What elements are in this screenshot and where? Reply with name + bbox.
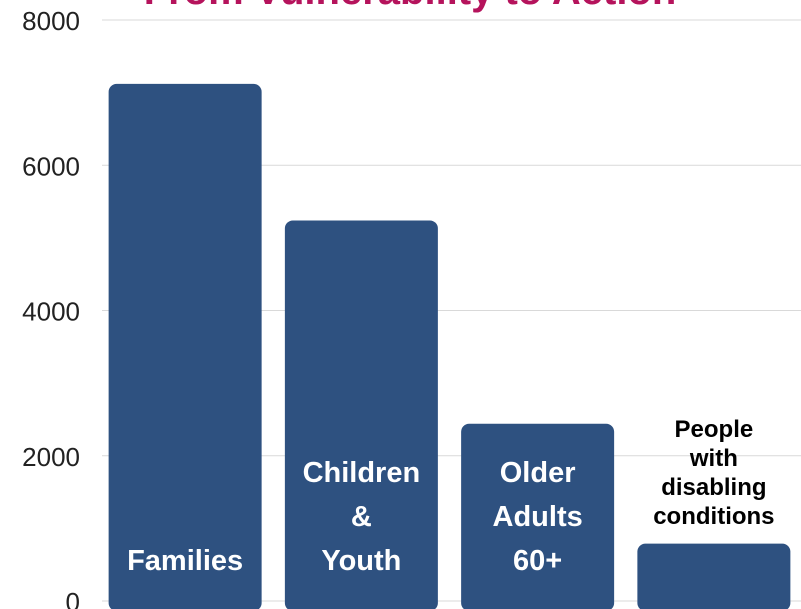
- y-axis-ticks: 0 2000 4000 6000 8000: [22, 6, 80, 609]
- category-label: People with disabling conditions: [653, 416, 774, 530]
- category-label: Families: [127, 545, 243, 577]
- y-tick-label: 8000: [22, 6, 80, 36]
- y-tick-label: 4000: [22, 297, 80, 327]
- bars: [109, 84, 791, 609]
- bar-families: [109, 84, 262, 609]
- y-tick-label: 2000: [22, 442, 80, 472]
- y-tick-label: 6000: [22, 151, 80, 181]
- y-tick-label: 0: [66, 587, 80, 609]
- chart-title: From Vulnerability to Action: [144, 0, 677, 13]
- bar-people-with-disabling-conditions: [637, 544, 790, 609]
